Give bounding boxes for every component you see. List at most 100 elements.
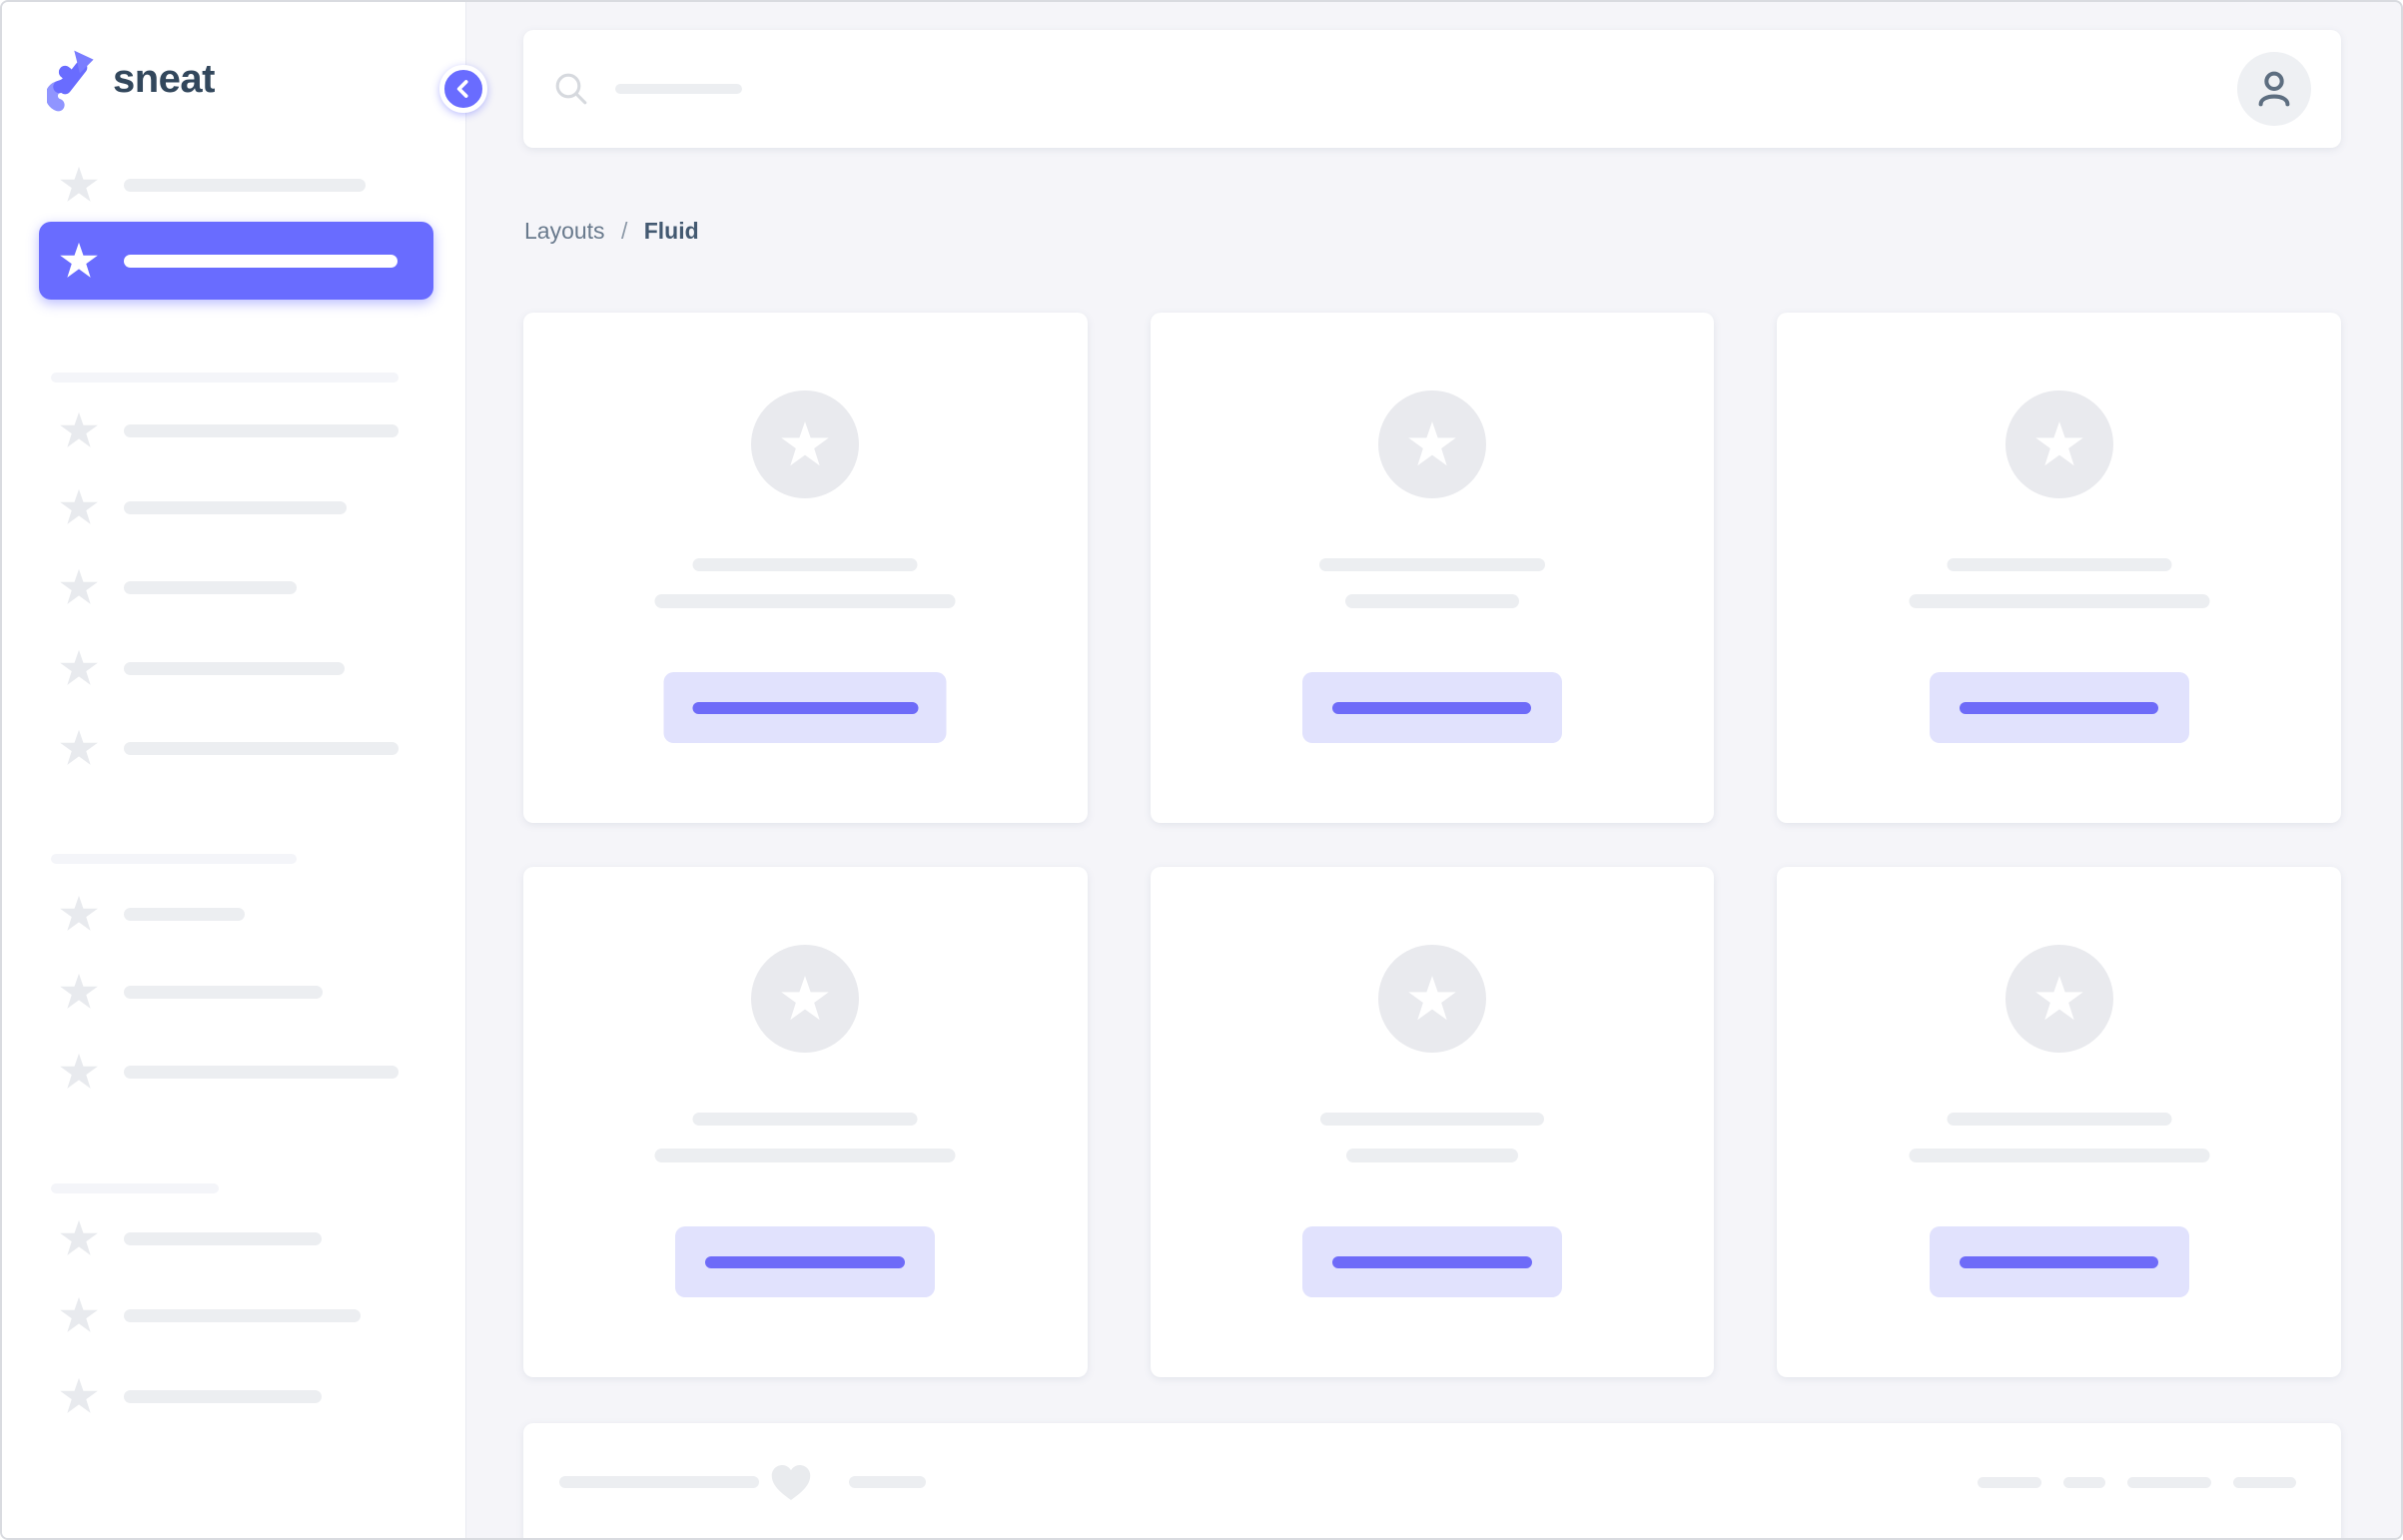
sidebar-item[interactable] [59,648,345,688]
star-icon [59,649,99,687]
star-icon [59,411,99,449]
sidebar-item[interactable] [59,894,245,934]
brand-name: sneat [113,56,216,101]
sidebar-item[interactable] [59,972,323,1012]
card [1777,313,2341,823]
breadcrumb-current: Fluid [643,218,699,244]
sidebar-section-divider [51,854,297,864]
card-action-button[interactable] [1929,672,2189,743]
skeleton-bar [124,254,398,268]
breadcrumb-separator: / [620,218,628,244]
skeleton-bar [124,178,366,192]
button-label-skeleton [1331,1255,1532,1268]
skeleton-bar [849,1476,926,1488]
bottom-card-row [559,1464,2296,1500]
star-icon [59,973,99,1011]
star-icon [59,1053,99,1091]
button-label-skeleton [1332,701,1532,714]
star-icon [59,166,99,204]
sidebar-section-divider [51,373,399,383]
breadcrumb-parent[interactable]: Layouts [524,218,605,244]
star-icon [59,729,99,767]
button-label-skeleton [692,701,919,714]
card-action-button[interactable] [1301,672,1562,743]
skeleton-bar [124,1308,361,1322]
card [1150,313,1715,823]
skeleton-bar [1947,558,2172,571]
breadcrumb: Layouts / Fluid [524,216,699,246]
brand-logo[interactable]: sneat [47,46,216,112]
star-icon [2034,975,2084,1023]
sidebar: sneat [2,2,487,1538]
star-icon [59,1296,99,1334]
person-icon [2258,71,2290,107]
star-icon [1407,420,1457,468]
skeleton-bar [1344,594,1519,608]
skeleton-bar [124,985,323,999]
search-placeholder-skeleton [615,84,742,94]
chevron-left-icon [456,80,468,98]
sneat-logo-icon [47,50,94,112]
card-action-button[interactable] [663,672,947,743]
skeleton-bar [2233,1476,2296,1488]
skeleton-bar [1318,558,1545,571]
sidebar-item[interactable] [59,728,399,768]
card-grid [523,313,2341,1377]
skeleton-bar [124,1231,322,1245]
skeleton-bar [124,661,345,675]
sidebar-item[interactable] [59,1218,322,1258]
skeleton-bar [124,741,399,755]
card-badge-circle [1377,390,1486,498]
skeleton-bar [124,907,245,921]
card-action-button[interactable] [1929,1226,2189,1297]
card-action-button[interactable] [675,1226,936,1297]
card-badge-circle [1377,945,1486,1053]
skeleton-bar [1909,1149,2210,1162]
card-badge-circle [751,945,860,1053]
star-icon [59,568,99,606]
card [1150,867,1715,1377]
skeleton-bar [2127,1476,2211,1488]
skeleton-bar [654,1149,956,1162]
card [523,313,1088,823]
card-badge-circle [2004,945,2113,1053]
sidebar-collapse-button[interactable] [439,65,487,113]
star-icon [2034,420,2084,468]
heart-icon[interactable] [770,1463,812,1502]
card [523,867,1088,1377]
sidebar-item[interactable] [59,1376,322,1416]
sidebar-item[interactable] [59,410,399,450]
star-icon [1407,975,1457,1023]
skeleton-bar [124,1389,322,1403]
search-icon [555,73,587,105]
skeleton-bar [1947,1113,2172,1126]
sidebar-item[interactable] [59,165,366,205]
sidebar-item[interactable] [59,567,297,607]
sidebar-item[interactable] [59,487,347,527]
user-avatar-button[interactable] [2237,52,2311,126]
card-badge-circle [2004,390,2113,498]
skeleton-bar [1319,1113,1544,1126]
star-icon [59,488,99,526]
skeleton-bar [1345,1149,1518,1162]
skeleton-bar [692,1113,918,1126]
skeleton-bar [124,423,399,437]
bottom-card [523,1423,2341,1538]
search-input[interactable] [553,30,2237,148]
card-action-button[interactable] [1301,1226,1562,1297]
star-icon [59,242,99,280]
skeleton-bar [654,594,956,608]
skeleton-bar [124,580,297,594]
skeleton-bar [124,1065,399,1079]
button-label-skeleton [705,1255,906,1268]
sidebar-item[interactable] [59,1295,361,1335]
card-badge-circle [751,390,860,498]
skeleton-bar [1909,594,2210,608]
button-label-skeleton [1960,701,2159,714]
sidebar-item[interactable] [59,1052,399,1092]
sidebar-item-active[interactable] [39,222,433,300]
skeleton-bar [2063,1476,2105,1488]
skeleton-bar [559,1476,759,1488]
button-label-skeleton [1960,1255,2159,1268]
